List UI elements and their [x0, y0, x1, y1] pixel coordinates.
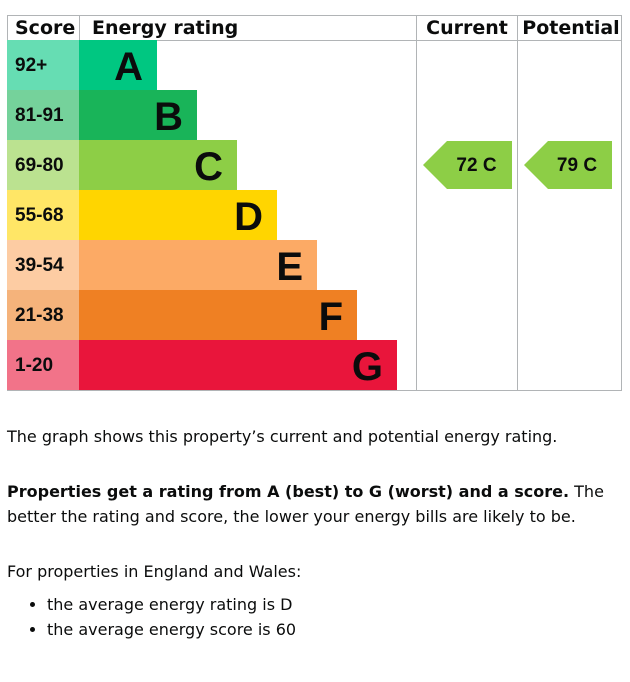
region-text: For properties in England and Wales:: [7, 562, 302, 581]
header-potential: Potential: [522, 17, 619, 39]
band-score-cell-f: [7, 290, 79, 340]
average-list: the average energy rating is D the avera…: [7, 592, 623, 642]
rating-bands: 92+ A 81-91 B 69-80 C 55-68 D 39-54 E 21-38 F 1-20 G: [7, 40, 397, 390]
band-score-c: 69-80: [15, 155, 64, 176]
rating-arrows: 72 C 79 C: [423, 141, 612, 189]
band-score-cell-d: [7, 190, 79, 240]
potential-rating-label: 79 C: [557, 155, 597, 176]
intro-text: The graph shows this property’s current …: [7, 427, 558, 446]
band-bar-e: [79, 240, 317, 290]
band-score-b: 81-91: [15, 105, 64, 126]
average-rating-item: the average energy rating is D: [47, 592, 623, 617]
current-rating-arrow: [423, 141, 512, 189]
band-bar-d: [79, 190, 277, 240]
header-score: Score: [15, 17, 75, 39]
band-letter-d: D: [234, 195, 263, 239]
band-bar-a: [79, 40, 157, 90]
band-score-cell-b: [7, 90, 79, 140]
band-score-f: 21-38: [15, 305, 64, 326]
band-letter-f: F: [319, 295, 343, 339]
band-letter-a: A: [114, 45, 143, 89]
description: The graph shows this property’s current …: [7, 424, 623, 642]
band-score-cell-e: [7, 240, 79, 290]
band-score-d: 55-68: [15, 205, 64, 226]
band-score-cell-g: [7, 340, 79, 390]
band-score-cell-c: [7, 140, 79, 190]
band-score-a: 92+: [15, 55, 47, 76]
band-letter-e: E: [276, 245, 303, 289]
band-bar-b: [79, 90, 197, 140]
summary-bold: Properties get a rating from A (best) to…: [7, 482, 570, 501]
band-letter-b: B: [154, 95, 183, 139]
summary-rest: The better the rating and score, the low…: [7, 482, 604, 526]
header-energy-rating: Energy rating: [92, 17, 238, 39]
current-rating-label: 72 C: [456, 155, 496, 176]
band-letter-c: C: [194, 145, 223, 189]
band-score-e: 39-54: [15, 255, 64, 276]
band-bar-g: [79, 340, 397, 390]
band-score-g: 1-20: [15, 355, 53, 376]
energy-rating-chart: Score Energy rating Current Potential 92…: [7, 15, 622, 391]
potential-rating-arrow: [524, 141, 612, 189]
band-bar-f: [79, 290, 357, 340]
band-bar-c: [79, 140, 237, 190]
band-score-cell-a: [7, 40, 79, 90]
band-letter-g: G: [352, 345, 383, 389]
header-current: Current: [426, 17, 508, 39]
average-score-item: the average energy score is 60: [47, 617, 623, 642]
summary-text: Properties get a rating from A (best) to…: [7, 479, 623, 529]
